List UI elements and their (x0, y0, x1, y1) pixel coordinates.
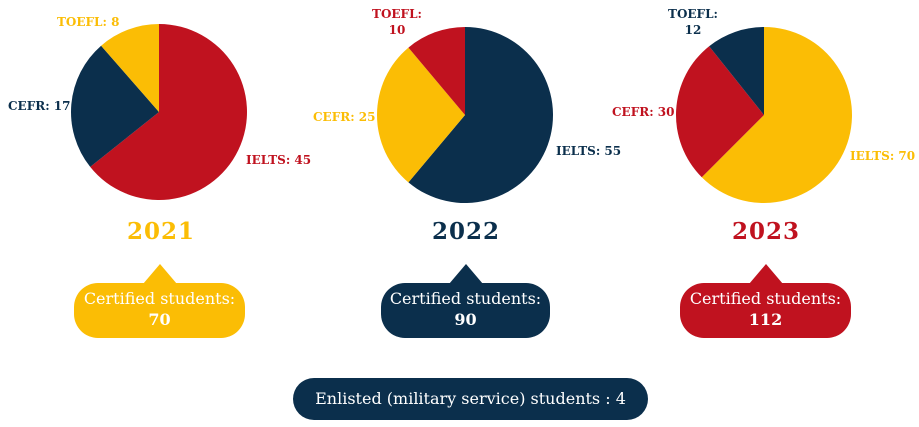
pie-slice-2021-ielts (90, 24, 248, 200)
slice-label-2021-ielts: IELTS: 45 (246, 153, 311, 167)
enlisted-students-note: Enlisted (military service) students : 4 (293, 378, 648, 420)
slice-label-2023-cefr: CEFR: 30 (612, 105, 675, 119)
year-label-2023: 2023 (731, 218, 800, 245)
pie-slice-2023-toefl (709, 26, 764, 115)
slice-label-2022-ielts: IELTS: 55 (556, 144, 621, 158)
certified-students-callout-2022: Certified students: 90 (381, 264, 550, 338)
pie-slice-2022-cefr (377, 47, 465, 183)
certified-students-total: 90 (454, 310, 477, 329)
certified-students-callout-2021: Certified students: 70 (74, 264, 245, 338)
certified-students-total: 70 (148, 310, 171, 329)
pie-slice-2023-cefr (675, 46, 764, 178)
year-label-2022: 2022 (431, 218, 500, 245)
pie-slice-2023-ielts (701, 27, 852, 204)
slice-label-2021-toefl: TOEFL: 8 (57, 15, 119, 29)
certified-students-label: Certified students: (389, 289, 542, 308)
slice-label-2023-toefl: TOEFL: 12 (668, 7, 718, 37)
certified-students-label: Certified students: (689, 289, 842, 308)
pie-slice-2022-ielts (408, 27, 553, 203)
certified-students-total: 112 (748, 310, 783, 329)
certified-students-label: Certified students: (83, 289, 236, 308)
pie-slice-2022-toefl (408, 27, 465, 115)
slice-label-2022-toefl: TOEFL: 10 (372, 7, 422, 37)
slice-label-2022-cefr: CEFR: 25 (313, 110, 376, 124)
pie-slice-2021-cefr (70, 45, 159, 167)
year-label-2021: 2021 (126, 218, 195, 245)
slice-label-2021-cefr: CEFR: 17 (8, 99, 71, 113)
pie-slice-2021-toefl (101, 23, 159, 112)
slice-label-2023-ielts: IELTS: 70 (850, 149, 915, 163)
certified-students-callout-2023: Certified students: 112 (680, 264, 851, 338)
